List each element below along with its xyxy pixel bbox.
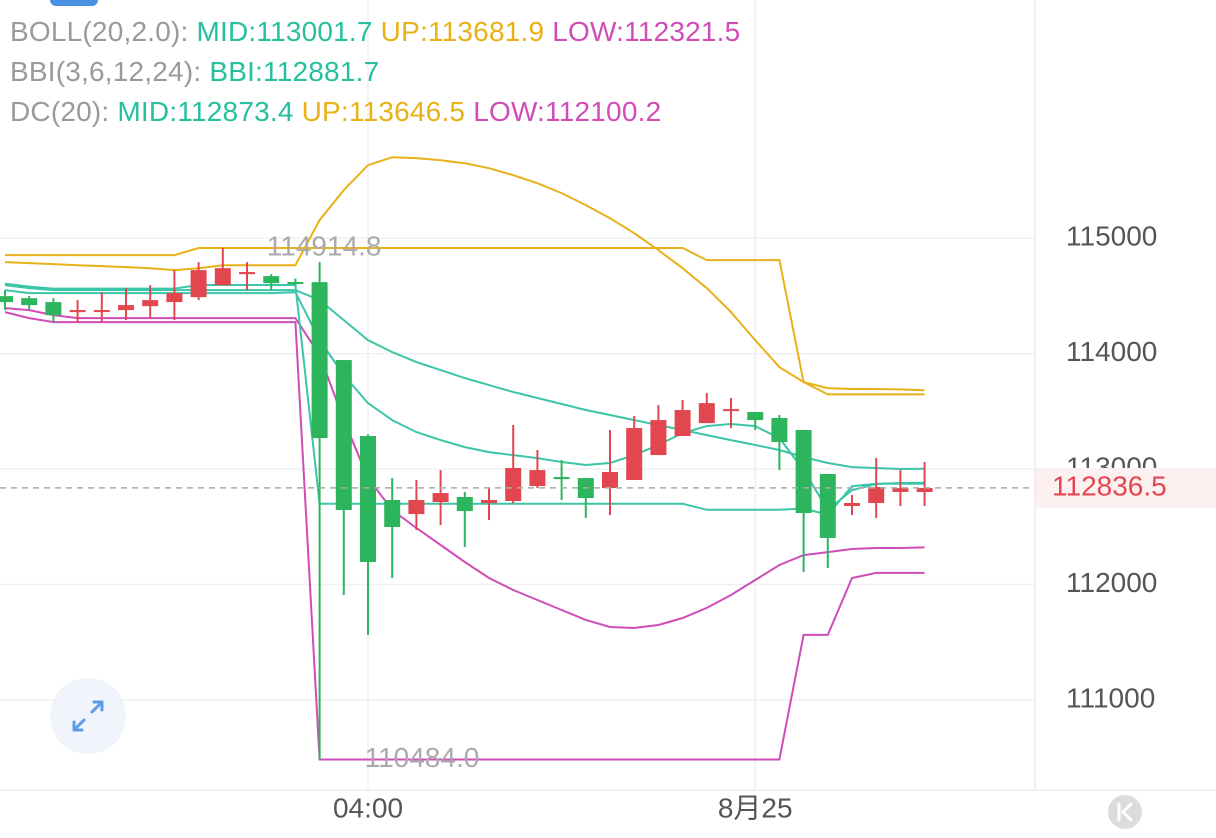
candle-body bbox=[602, 472, 618, 489]
candle-body bbox=[505, 468, 522, 502]
current-price-label: 112836.5 bbox=[1052, 470, 1167, 501]
candle-body bbox=[360, 436, 376, 562]
indicator-value: LOW:112321.5 bbox=[552, 16, 741, 47]
y-tick-label: 112000 bbox=[1066, 567, 1157, 598]
candle-body bbox=[408, 499, 425, 515]
candle-body bbox=[674, 410, 691, 437]
candle-body bbox=[118, 305, 134, 311]
candle-body bbox=[263, 276, 280, 284]
current-price-box bbox=[1035, 467, 1216, 508]
indicator-line bbox=[4, 289, 925, 512]
indicator-label: BOLL(20,2.0): bbox=[10, 16, 189, 47]
indicator-line bbox=[4, 156, 925, 392]
candle-body bbox=[916, 487, 933, 493]
candle-body bbox=[747, 412, 764, 421]
indicator-line bbox=[4, 307, 925, 630]
indicator-label: BBI(3,6,12,24): bbox=[10, 56, 202, 87]
candle-body bbox=[384, 499, 401, 527]
candle-body bbox=[529, 470, 546, 487]
indicator-value: MID:113001.7 bbox=[196, 16, 373, 47]
indicator-row: DC(20): MID:112873.4 UP:113646.5 LOW:112… bbox=[10, 92, 740, 132]
indicator-value: BBI:112881.7 bbox=[209, 56, 380, 87]
y-tick-label: 114000 bbox=[1066, 336, 1157, 367]
candle-body bbox=[239, 272, 255, 275]
indicator-value: LOW:112100.2 bbox=[473, 96, 662, 127]
candle-body bbox=[190, 270, 207, 298]
candle-body bbox=[335, 360, 352, 511]
candle-body bbox=[844, 502, 860, 506]
indicator-row: BOLL(20,2.0): MID:113001.7 UP:113681.9 L… bbox=[10, 12, 740, 52]
indicator-row: BBI(3,6,12,24): BBI:112881.7 bbox=[10, 52, 740, 92]
candle-body bbox=[432, 493, 449, 503]
candle-body bbox=[311, 282, 328, 439]
candle-body bbox=[771, 418, 788, 443]
indicator-value: UP:113646.5 bbox=[301, 96, 466, 127]
candle-body bbox=[456, 496, 473, 512]
indicator-value: UP:113681.9 bbox=[380, 16, 545, 47]
indicator-line bbox=[4, 284, 925, 471]
expand-button[interactable] bbox=[50, 678, 126, 754]
indicator-value: MID:112873.4 bbox=[117, 96, 294, 127]
candle-body bbox=[723, 409, 739, 412]
candle-body bbox=[45, 302, 62, 316]
scroll-to-latest-button[interactable] bbox=[1108, 795, 1142, 829]
candle-body bbox=[892, 488, 909, 493]
candle-body bbox=[287, 282, 304, 285]
y-tick-label: 115000 bbox=[1066, 221, 1157, 252]
indicator-header: BOLL(20,2.0): MID:113001.7 UP:113681.9 L… bbox=[10, 12, 740, 132]
candle-body bbox=[626, 428, 643, 481]
candle-body bbox=[166, 293, 183, 303]
candle-body bbox=[553, 477, 570, 480]
candle-body bbox=[650, 420, 667, 456]
candle-body bbox=[69, 310, 86, 313]
candle-body bbox=[142, 300, 159, 307]
candle-body bbox=[93, 310, 110, 313]
candle-body bbox=[868, 487, 885, 503]
top-tab[interactable] bbox=[50, 0, 98, 6]
candle-body bbox=[21, 298, 38, 306]
candle-body bbox=[819, 474, 836, 538]
max-price-label: 114914.8 bbox=[267, 230, 382, 261]
x-tick-label: 8月25 bbox=[718, 792, 793, 823]
min-price-label: 110484.0 bbox=[365, 742, 480, 773]
x-tick-label: 04:00 bbox=[333, 792, 403, 823]
candle-body bbox=[698, 403, 715, 424]
indicator-label: DC(20): bbox=[10, 96, 110, 127]
indicator-line bbox=[5, 247, 925, 396]
candle-body bbox=[481, 499, 497, 503]
y-tick-label: 111000 bbox=[1066, 682, 1155, 713]
indicator-line bbox=[4, 311, 925, 761]
candle-body bbox=[0, 296, 13, 303]
candle-body bbox=[214, 268, 231, 286]
candle-body bbox=[795, 430, 812, 514]
